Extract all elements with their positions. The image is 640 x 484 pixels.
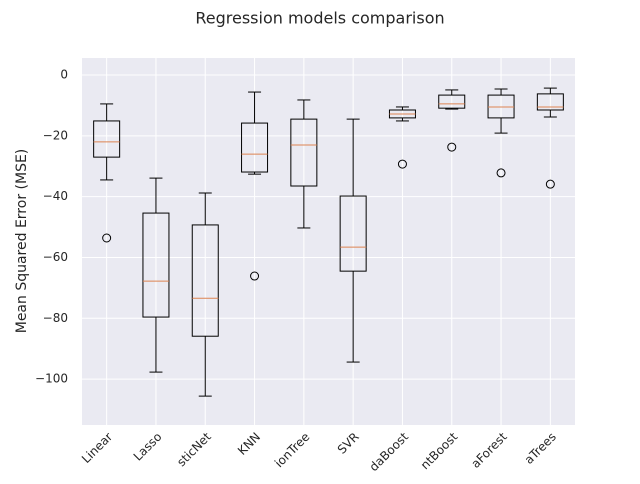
box	[142, 212, 170, 318]
box	[93, 120, 121, 158]
x-tick-label: Linear	[79, 430, 115, 466]
y-tick-label: −40	[43, 189, 68, 203]
x-tick-label: Lasso	[131, 430, 165, 464]
chart-title: Regression models comparison	[195, 9, 444, 28]
x-tick-label: ntBoost	[418, 429, 461, 472]
y-tick-label: −20	[43, 128, 68, 142]
box	[241, 122, 269, 173]
box	[438, 94, 466, 109]
outlier	[250, 271, 260, 281]
box	[536, 93, 564, 111]
outlier	[397, 159, 407, 169]
outlier	[545, 179, 555, 189]
y-tick-label: −60	[43, 250, 68, 264]
x-tick-label: aTrees	[522, 430, 559, 467]
outlier	[102, 233, 112, 243]
box	[191, 224, 219, 337]
x-tick-label: daBoost	[367, 429, 412, 474]
box	[339, 195, 367, 272]
x-tick-label: aForest	[469, 429, 510, 470]
box	[290, 118, 318, 187]
x-tick-label: ionTree	[272, 430, 313, 471]
outlier	[496, 168, 506, 178]
y-axis-label: Mean Squared Error (MSE)	[14, 149, 30, 334]
outlier	[447, 142, 457, 152]
plot-area	[82, 58, 575, 425]
y-tick-label: 0	[60, 68, 68, 82]
y-tick-label: −80	[43, 311, 68, 325]
x-tick-label: SVR	[335, 430, 362, 457]
x-tick-label: KNN	[235, 430, 263, 458]
y-tick-label: −100	[35, 372, 68, 386]
x-tick-label: sticNet	[174, 429, 214, 469]
